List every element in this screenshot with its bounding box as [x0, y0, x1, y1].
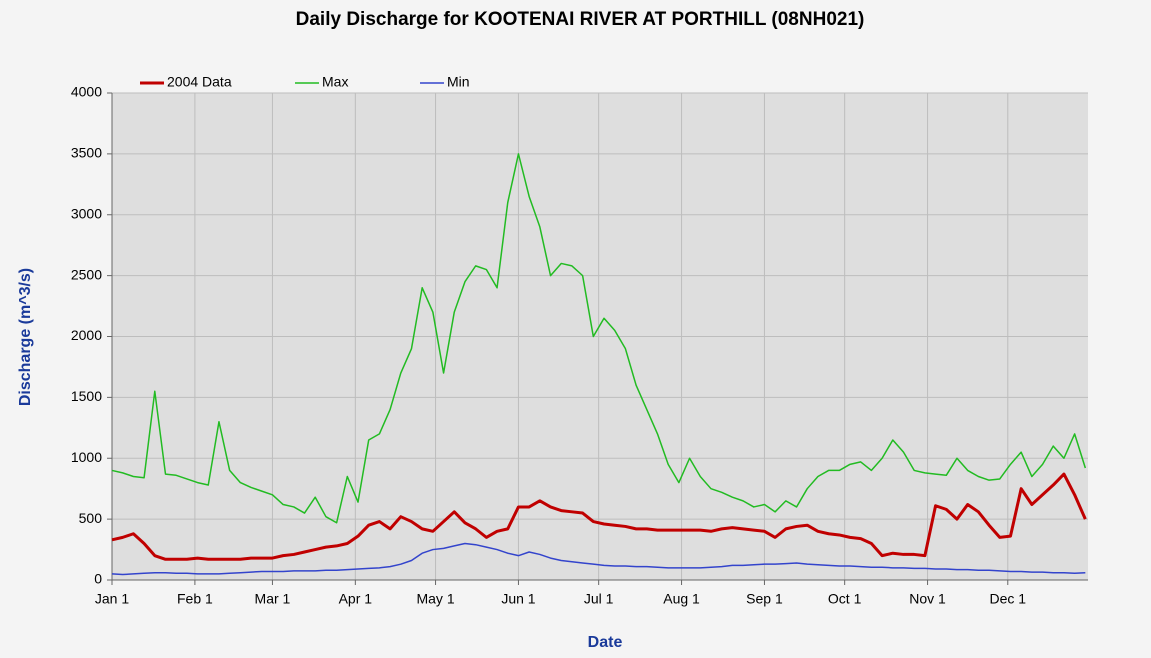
x-tick-label: Aug 1 [663, 591, 700, 607]
x-tick-label: Sep 1 [746, 591, 783, 607]
x-tick-label: Apr 1 [339, 591, 373, 607]
x-tick-label: Mar 1 [255, 591, 291, 607]
y-tick-label: 3500 [71, 145, 102, 161]
y-tick-label: 1000 [71, 449, 102, 465]
y-tick-label: 3000 [71, 205, 102, 221]
y-tick-label: 2500 [71, 266, 102, 282]
x-axis-label: Date [588, 634, 623, 651]
chart-title: Daily Discharge for KOOTENAI RIVER AT PO… [296, 9, 865, 30]
x-tick-label: Jun 1 [501, 591, 535, 607]
x-tick-label: Jul 1 [584, 591, 614, 607]
y-tick-label: 500 [79, 510, 103, 526]
x-tick-label: Oct 1 [828, 591, 862, 607]
legend-label: 2004 Data [167, 74, 232, 90]
y-axis-label: Discharge (m^3/s) [17, 268, 34, 406]
data-line [111, 153, 1087, 524]
x-tick-label: Feb 1 [177, 591, 213, 607]
y-tick-label: 0 [94, 571, 102, 587]
x-tick-label: Nov 1 [909, 591, 946, 607]
x-tick-label: May 1 [416, 591, 454, 607]
legend-label: Max [322, 74, 348, 90]
y-tick-label: 1500 [71, 388, 102, 404]
legend-label: Min [447, 74, 470, 90]
data-line [111, 472, 1087, 561]
x-tick-label: Dec 1 [989, 591, 1026, 607]
data-line [111, 542, 1086, 576]
y-tick-label: 4000 [71, 84, 102, 100]
y-tick-label: 2000 [71, 327, 102, 343]
x-tick-label: Jan 1 [95, 591, 129, 607]
